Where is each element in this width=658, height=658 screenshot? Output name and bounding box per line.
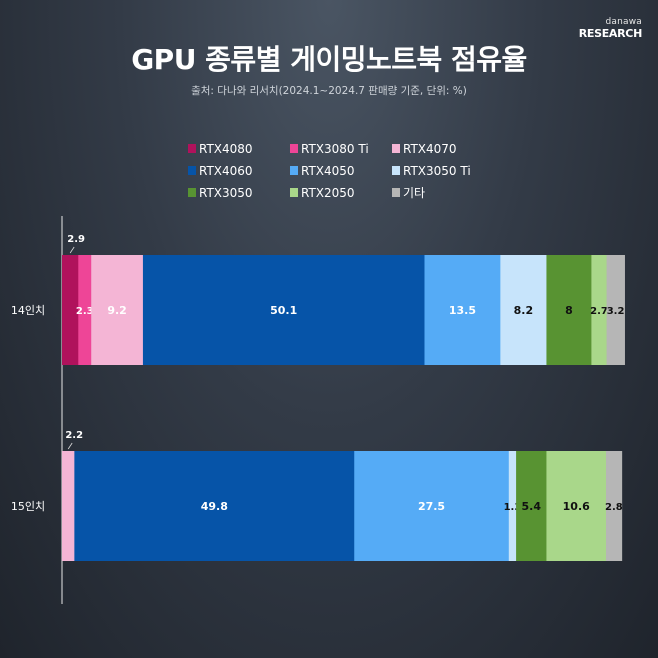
bar-segment xyxy=(354,451,510,561)
legend-label: RTX3080 Ti xyxy=(301,142,369,156)
legend-swatch xyxy=(392,188,400,197)
data-label: 13.5 xyxy=(449,304,476,317)
legend-label: RTX4050 xyxy=(301,164,355,178)
data-label: 10.6 xyxy=(563,500,590,513)
bar-segment xyxy=(508,451,517,561)
data-label: 5.4 xyxy=(522,500,542,513)
data-label: 27.5 xyxy=(418,500,445,513)
legend-label: RTX2050 xyxy=(301,186,355,200)
legend-label: RTX4060 xyxy=(199,164,253,178)
logo-name: RESEARCH xyxy=(578,27,643,40)
bar-segment xyxy=(74,451,355,561)
leader-line xyxy=(69,246,75,254)
data-label: 8.2 xyxy=(514,304,534,317)
bar-segment xyxy=(606,255,625,365)
bar-segment xyxy=(606,451,623,561)
data-label: 2.3 xyxy=(76,306,94,317)
legend-swatch xyxy=(188,188,196,197)
data-label: 2.9 xyxy=(67,234,85,245)
bar-segment xyxy=(546,255,592,365)
bar-segment xyxy=(142,255,425,365)
data-label: 8 xyxy=(565,304,573,317)
chart-subtitle: 출처: 다나와 리서치(2024.1~2024.7 판매량 기준, 단위: %) xyxy=(191,85,467,97)
brand-logo: danawa RESEARCH xyxy=(578,17,643,40)
bar-segment xyxy=(500,255,547,365)
data-label: 2.2 xyxy=(65,430,83,441)
legend-label: RTX4080 xyxy=(199,142,253,156)
chart-title: GPU 종류별 게이밍노트북 점유율 xyxy=(131,43,527,76)
category-label: 15인치 xyxy=(11,500,45,513)
leader-line xyxy=(67,442,73,450)
bar-segment xyxy=(62,255,79,365)
data-label: 2.8 xyxy=(605,502,623,513)
bar-segment xyxy=(78,255,92,365)
legend-swatch xyxy=(188,166,196,175)
data-label: 49.8 xyxy=(201,500,228,513)
bar-segment xyxy=(516,451,547,561)
bar-segment xyxy=(91,255,144,365)
legend-label: RTX3050 xyxy=(199,186,253,200)
bar-segment xyxy=(591,255,607,365)
category-label: 14인치 xyxy=(11,304,45,317)
data-label: 1.3 xyxy=(504,502,522,513)
legend-swatch xyxy=(290,188,298,197)
bar-segment xyxy=(424,255,501,365)
legend-label: RTX3050 Ti xyxy=(403,164,471,178)
legend-swatch xyxy=(290,144,298,153)
legend-swatch xyxy=(392,166,400,175)
bar-segment xyxy=(62,451,75,561)
legend-swatch xyxy=(188,144,196,153)
data-label: 3.2 xyxy=(607,306,625,317)
data-label: 50.1 xyxy=(270,304,297,317)
bar-segment xyxy=(546,451,607,561)
data-label: 2.7 xyxy=(590,306,608,317)
legend-swatch xyxy=(392,144,400,153)
legend-swatch xyxy=(290,166,298,175)
logo-brand: danawa xyxy=(605,17,642,27)
legend-label: 기타 xyxy=(403,186,425,200)
legend-label: RTX4070 xyxy=(403,142,457,156)
data-label: 9.2 xyxy=(107,304,127,317)
